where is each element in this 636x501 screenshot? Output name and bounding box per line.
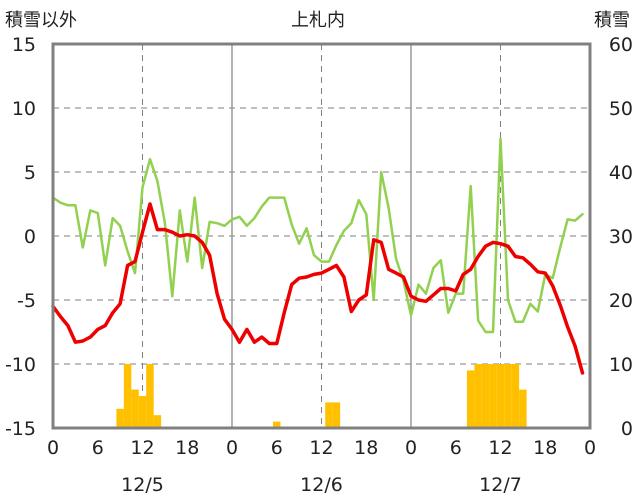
- x-tick-label: 6: [271, 437, 283, 459]
- snow-depth-bar: [131, 389, 139, 428]
- snow-depth-bar: [474, 364, 482, 428]
- snow-depth-bar: [273, 421, 281, 428]
- left-y-tick-label: -15: [5, 418, 36, 440]
- x-tick-label: 6: [450, 437, 462, 459]
- snow-depth-bar: [116, 408, 124, 428]
- x-tick-label: 0: [226, 437, 238, 459]
- x-tick-label: 6: [92, 437, 104, 459]
- snow-depth-bar: [496, 364, 505, 428]
- day-label: 12/5: [121, 474, 164, 496]
- snow-depth-bar: [489, 364, 497, 428]
- snow-depth-bars: [116, 364, 527, 428]
- right-y-axis-ticks: 60 50 40 30 20 10 0: [609, 34, 633, 440]
- x-tick-label: 12: [130, 437, 154, 459]
- left-y-tick-label: 15: [12, 34, 36, 56]
- right-y-tick-label: 10: [609, 354, 633, 376]
- left-y-tick-label: 10: [12, 98, 36, 120]
- snow-depth-bar: [481, 364, 490, 428]
- day-labels: 12/5 12/6 12/7: [121, 474, 522, 496]
- left-y-tick-label: -10: [5, 354, 36, 376]
- right-y-tick-label: 50: [609, 98, 633, 120]
- day-label: 12/6: [300, 474, 343, 496]
- snow-depth-bar: [146, 364, 154, 428]
- snow-depth-bar: [123, 364, 132, 428]
- right-axis-title: 積雪: [594, 10, 630, 31]
- snow-depth-bar: [153, 415, 162, 428]
- x-tick-label: 0: [47, 437, 59, 459]
- x-tick-label: 12: [488, 437, 512, 459]
- temperature-line: [51, 202, 585, 375]
- right-y-tick-label: 0: [621, 418, 633, 440]
- snow-depth-bar: [466, 370, 475, 428]
- left-y-tick-label: -5: [17, 290, 36, 312]
- x-tick-label: 18: [533, 437, 557, 459]
- left-y-tick-label: 5: [24, 162, 36, 184]
- left-axis-title: 積雪以外: [5, 10, 77, 31]
- x-tick-label: 18: [175, 437, 199, 459]
- right-y-tick-label: 30: [609, 226, 633, 248]
- right-y-tick-label: 40: [609, 162, 633, 184]
- snow-depth-bar: [519, 389, 527, 428]
- snow-depth-bar: [511, 364, 520, 428]
- x-axis-ticks: 0 6 12 18 0 6 12 18 0 6 12 18 0: [47, 437, 596, 459]
- day-label: 12/7: [479, 474, 522, 496]
- x-tick-label: 12: [309, 437, 333, 459]
- green-series-line: [51, 137, 584, 334]
- snow-depth-bar: [332, 402, 341, 428]
- left-y-axis-ticks: 15 10 5 0 -5 -10 -15: [5, 34, 36, 440]
- x-tick-label: 0: [584, 437, 596, 459]
- snow-depth-bar: [325, 402, 333, 428]
- x-tick-label: 0: [405, 437, 417, 459]
- plot-frame: [51, 42, 592, 430]
- right-y-tick-label: 60: [609, 34, 633, 56]
- snow-depth-bar: [504, 364, 512, 428]
- x-tick-label: 18: [354, 437, 378, 459]
- right-y-tick-label: 20: [609, 290, 633, 312]
- chart-title: 上札内: [291, 10, 345, 31]
- left-y-tick-label: 0: [24, 226, 36, 248]
- snow-depth-bar: [138, 396, 147, 428]
